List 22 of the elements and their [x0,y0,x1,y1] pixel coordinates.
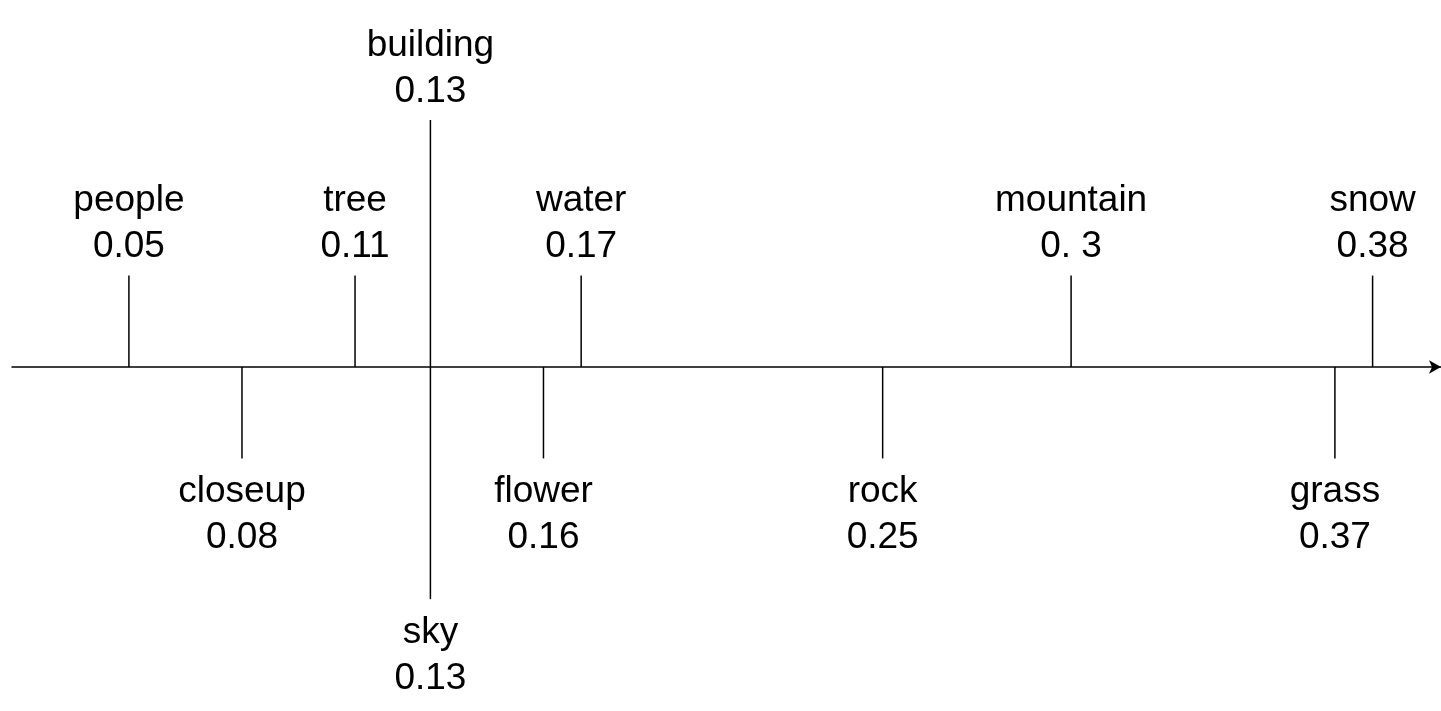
category-label: people [73,178,185,220]
data-label: 0.17 [545,224,618,266]
category-label: sky [402,609,459,651]
data-label: 0.37 [1298,514,1371,556]
category-label: snow [1329,178,1417,220]
category-label: closeup [178,468,306,510]
data-label: 0.05 [92,224,165,266]
category-label: grass [1289,468,1381,510]
category-label: building [366,22,495,64]
data-label: 0.25 [846,514,919,556]
data-label: 0.38 [1336,224,1409,266]
category-label: tree [323,178,387,220]
category-label: mountain [994,178,1148,220]
data-label: 0. 3 [1040,224,1102,266]
category-label: rock [847,468,919,510]
data-label: 0.16 [507,514,580,556]
data-label: 0.13 [394,655,467,697]
data-label: 0.11 [320,224,390,266]
category-label: water [534,178,627,220]
data-label: 0.08 [205,514,278,556]
data-label: 0.13 [394,68,467,110]
category-label: flower [494,468,593,510]
